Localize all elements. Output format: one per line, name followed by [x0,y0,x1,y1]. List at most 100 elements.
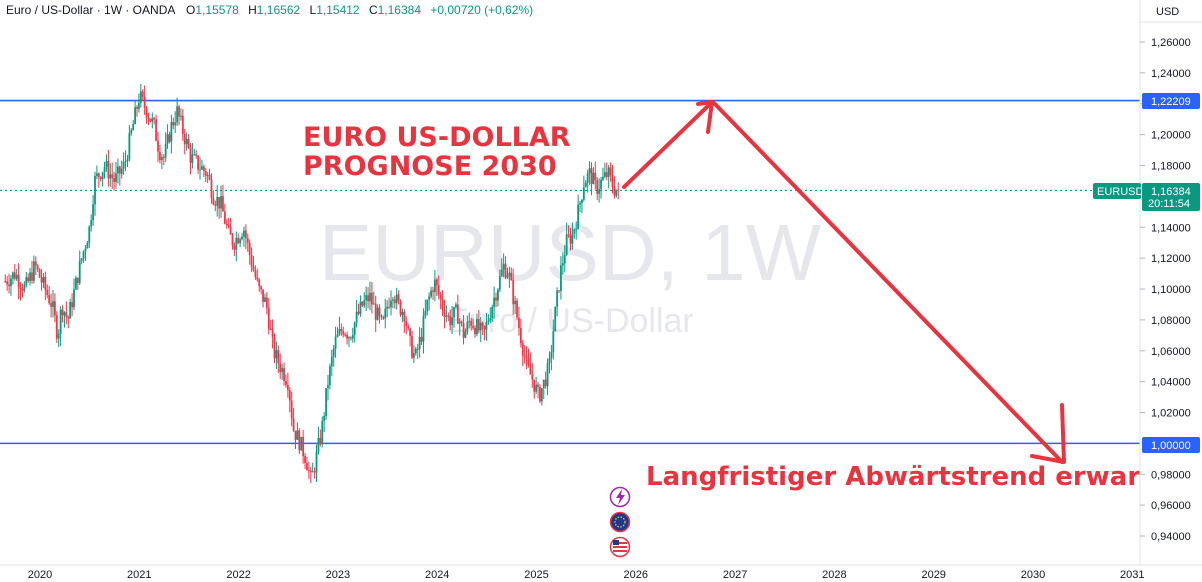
candle-body [519,327,522,344]
candle-body [363,300,366,306]
candle-body [327,385,329,389]
candle-body [143,96,146,108]
candle-body [542,379,545,389]
candle-body [69,302,72,319]
time-axis[interactable] [0,565,1140,582]
y-tick-label: 1,06000 [1151,346,1191,358]
candle-body [4,281,7,283]
candle-body [336,334,339,338]
candle-body [328,366,331,386]
candle-body [34,261,37,266]
lightning-icon[interactable] [609,486,631,508]
candle-body [391,299,394,301]
candle-body [90,220,93,227]
candle-body [569,235,572,244]
candle-body [380,315,383,318]
x-tick-label: 2024 [425,569,449,581]
candle-body [202,166,205,172]
candle-body [59,309,62,335]
candle-body [411,336,413,358]
candle-body [453,307,455,318]
candle-body [340,328,343,332]
candle-body [537,384,539,388]
candle-body [586,173,589,183]
candle-body [388,306,390,308]
y-tick-label: 1,04000 [1151,377,1191,389]
candle-body [32,261,35,281]
candle-body [573,229,576,234]
y-tick-label: 0,98000 [1151,469,1191,481]
candle-body [560,265,562,291]
currency-label: USD [1156,6,1179,18]
candle-body [67,316,70,319]
candle-body [260,286,263,290]
candle-body [262,289,264,302]
candle-body [298,430,301,451]
candle-body [15,274,18,279]
candle-body [529,364,532,375]
candle-body [581,199,583,203]
candle-body [256,277,259,280]
candle-body [189,147,192,163]
candle-body [23,284,26,291]
x-tick-label: 2030 [1021,569,1045,581]
candle-body [434,279,436,293]
candle-body [512,280,515,305]
candle-body [353,322,356,336]
candle-body [96,173,98,176]
candle-body [88,226,91,243]
candle-body [153,118,156,120]
candle-body [540,388,543,402]
candle-body [315,451,318,473]
globe-icon[interactable] [609,511,631,533]
candle-body [267,307,270,330]
candle-body [130,130,133,134]
candle-body [134,107,136,125]
symbol-legend[interactable]: Euro / US-Dollar · 1W · OANDA O1,15578 H… [6,3,533,17]
candle-body [132,124,135,131]
candle-body [71,302,73,308]
candle-body [506,276,509,278]
candle-body [481,322,484,327]
us-flag-icon[interactable] [609,536,631,558]
candle-body [594,172,597,181]
candle-body [181,115,184,134]
svg-text:EURUSD: EURUSD [1097,186,1144,198]
candle-body [252,266,255,271]
candle-body [600,179,602,190]
candle-body [592,172,595,185]
candle-body [126,159,129,162]
candle-body [176,106,179,123]
candle-body [84,248,87,252]
candle-body [607,167,610,177]
candle-body [424,311,427,317]
candle-body [491,307,494,319]
candle-body [464,331,467,338]
candle-body [281,368,284,373]
candle-body [122,162,125,169]
candle-body [235,237,238,250]
candle-body [558,290,560,292]
candle-body [514,300,517,305]
candle-body [292,418,295,431]
candle-body [145,107,148,118]
candle-body [323,415,326,421]
candle-body [321,420,324,443]
candle-body [502,263,505,270]
y-tick-label: 1,12000 [1151,253,1191,265]
candle-body [405,321,408,327]
candle-body [477,319,480,331]
candle-body [518,317,520,328]
trend-text: Langfristiger Abwärtstrend erwartet [646,462,1183,492]
svg-text:1,22209: 1,22209 [1151,96,1191,108]
candle-body [57,334,60,339]
candle-body [92,204,94,221]
candle-body [455,304,457,308]
candle-body [199,169,201,171]
candle-body [233,245,236,250]
candle-body [330,356,333,367]
candle-body [78,260,81,284]
candle-body [344,334,347,336]
candle-body [487,320,490,322]
